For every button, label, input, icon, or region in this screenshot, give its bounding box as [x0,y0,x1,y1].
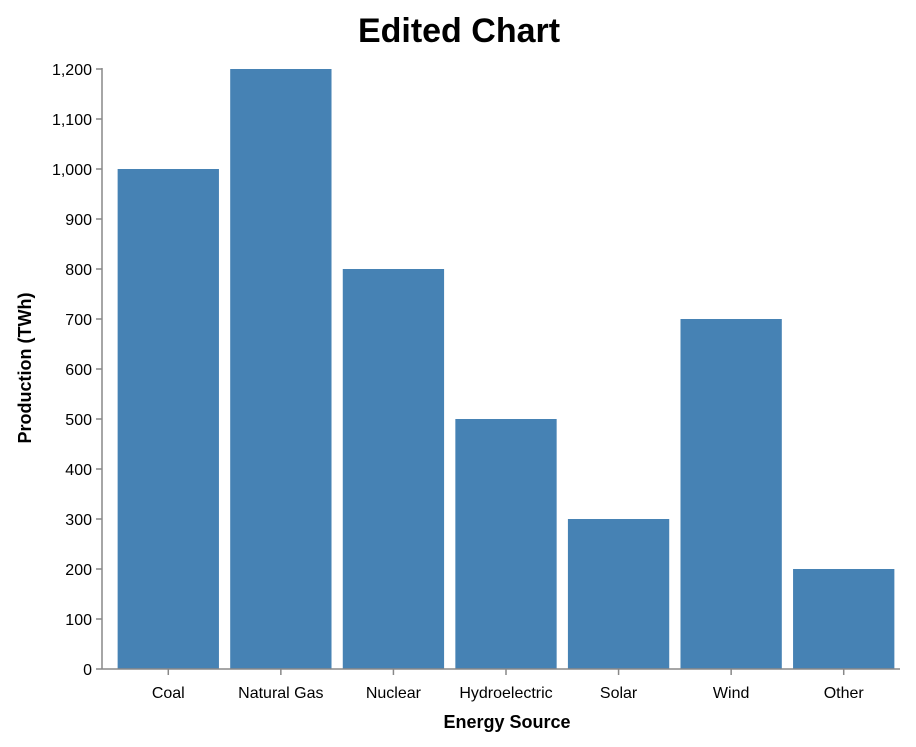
x-tick-label: Solar [600,685,638,702]
x-tick-label: Nuclear [366,685,422,702]
y-axis-title: Production (TWh) [15,293,35,444]
y-tick-label: 100 [65,612,92,629]
y-tick-label: 1,200 [52,62,92,79]
bar-hydroelectric [455,419,557,669]
x-tick-label: Coal [152,685,185,702]
bar-other [793,569,895,669]
bar-natural-gas [230,69,332,669]
x-axis-title: Energy Source [443,712,570,732]
y-tick-label: 600 [65,362,92,379]
bar-coal [117,169,219,669]
y-tick-label: 500 [65,412,92,429]
y-ticks: 0 100 200 300 400 500 600 700 800 900 1,000 1,100 1,… [52,62,102,679]
bar-solar [567,519,670,669]
y-tick-label: 1,000 [52,162,92,179]
y-tick-label: 800 [65,262,92,279]
y-tick-label: 700 [65,312,92,329]
x-tick-label: Other [824,685,865,702]
x-ticks: Coal Natural Gas Nuclear Hydroelectric Solar… [152,669,865,702]
y-axis: 0 100 200 300 400 500 600 700 800 900 1,000 1,100 1,… [15,62,103,679]
y-tick-label: 200 [65,562,92,579]
y-tick-label: 1,100 [52,112,92,129]
y-tick-label: 0 [83,662,92,679]
x-tick-label: Hydroelectric [459,685,552,702]
y-tick-label: 400 [65,462,92,479]
chart-title: Edited Chart [358,12,560,50]
x-tick-label: Natural Gas [238,685,323,702]
bar-nuclear [342,269,445,669]
bar-wind [680,319,782,669]
y-tick-label: 300 [65,512,92,529]
bars-group [117,69,895,669]
y-tick-label: 900 [65,212,92,229]
x-tick-label: Wind [713,685,749,702]
x-axis: Coal Natural Gas Nuclear Hydroelectric Solar… [102,668,900,732]
